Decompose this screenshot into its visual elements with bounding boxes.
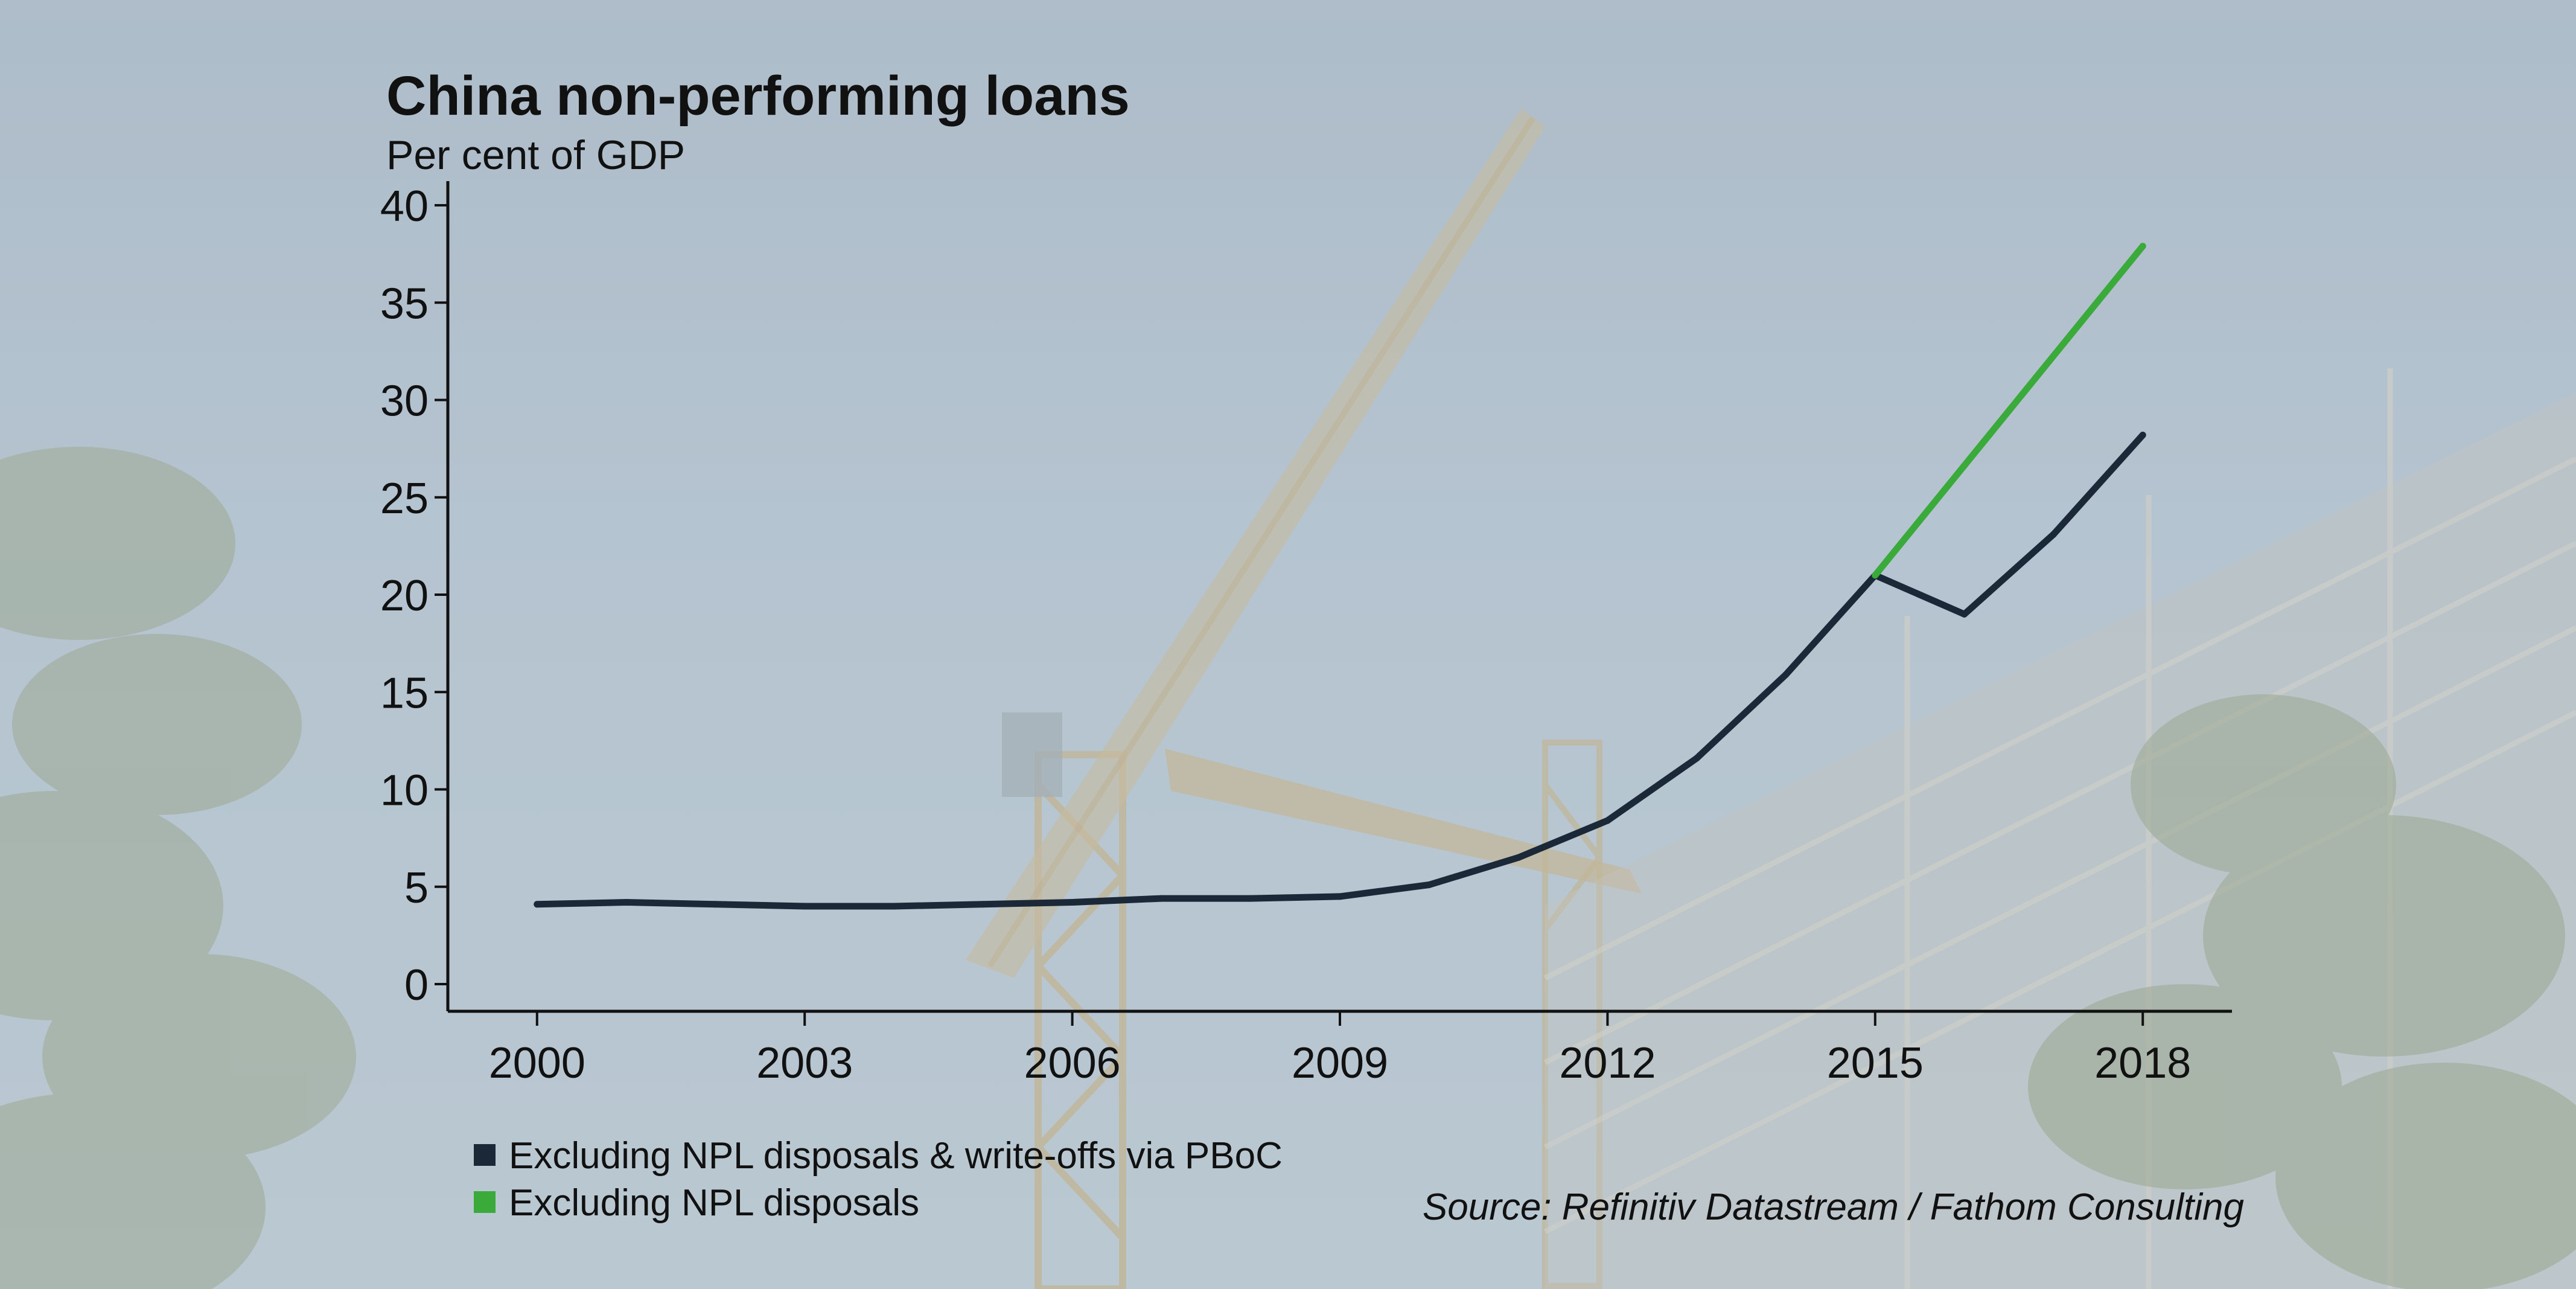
x-tick-label-2015: 2015	[1827, 1039, 1924, 1087]
series-0-point-2016	[1961, 610, 1968, 618]
chart-subtitle: Per cent of GDP	[386, 132, 685, 178]
series-0-point-2017	[2050, 531, 2057, 538]
x-tick-label-2009: 2009	[1292, 1039, 1388, 1087]
y-tick-label-40: 40	[380, 182, 429, 231]
series-0-point-2012	[1604, 817, 1611, 824]
y-tick-label-35: 35	[380, 280, 429, 328]
y-tick-label-5: 5	[404, 864, 429, 912]
series-0-point-2007	[1158, 895, 1165, 902]
legend: Excluding NPL disposals & write-offs via…	[474, 1135, 1283, 1224]
tree-foliage-left	[0, 447, 356, 1289]
y-tick-label-0: 0	[404, 961, 429, 1009]
crane-tower-left	[1035, 751, 1126, 1289]
x-tick-label-2012: 2012	[1559, 1039, 1656, 1087]
y-tick-label-30: 30	[380, 377, 429, 426]
tree-foliage-right	[2028, 694, 2576, 1289]
series-0-point-2000	[534, 901, 541, 908]
series-0-point-2013	[1693, 755, 1700, 762]
legend-swatch-npl-writeoffs	[474, 1144, 496, 1166]
x-tick-label-2006: 2006	[1024, 1039, 1121, 1087]
series-0-point-2006	[1069, 899, 1076, 906]
series-0-point-2002	[712, 901, 719, 908]
series-0-point-2008	[1247, 895, 1254, 902]
series-0-point-2011	[1515, 854, 1522, 861]
series-1-point-2015	[1872, 572, 1879, 579]
legend-swatch-npl-disposals	[474, 1191, 496, 1213]
series-0-point-2014	[1782, 671, 1790, 678]
y-tick-label-15: 15	[380, 669, 429, 717]
chart-title: China non-performing loans	[386, 65, 1130, 127]
x-tick-label-2018: 2018	[2094, 1039, 2191, 1087]
source-note: Source: Refinitiv Datastream / Fathom Co…	[1423, 1186, 2244, 1228]
series-0-point-2018	[2139, 432, 2146, 439]
y-tick-label-25: 25	[380, 475, 429, 523]
series-line-1	[1872, 243, 2146, 579]
crane-tower-right	[1542, 740, 1602, 1289]
series-0-point-2009	[1336, 893, 1344, 900]
crane-jib-main	[966, 109, 1545, 978]
x-axis-ticks: 2000 2003 2006 2009 2012 2015 2018	[489, 1011, 2191, 1087]
series-0-point-2005	[980, 901, 987, 908]
y-tick-label-10: 10	[380, 767, 429, 815]
series-1-point-2018	[2139, 243, 2146, 250]
series-lines	[534, 243, 2146, 910]
x-tick-label-2003: 2003	[756, 1039, 853, 1087]
y-tick-label-20: 20	[380, 572, 429, 620]
legend-label-npl-writeoffs: Excluding NPL disposals & write-offs via…	[509, 1135, 1283, 1177]
series-0-point-2003	[801, 903, 808, 910]
legend-label-npl-disposals: Excluding NPL disposals	[509, 1182, 919, 1224]
series-line-0	[534, 432, 2146, 910]
x-tick-label-2000: 2000	[489, 1039, 585, 1087]
series-0-point-2010	[1426, 881, 1433, 889]
y-axis-ticks: 0 5 10 15 20 25 30 35 40	[380, 182, 448, 1009]
series-0-point-2004	[890, 903, 897, 910]
series-0-point-2001	[623, 899, 630, 906]
